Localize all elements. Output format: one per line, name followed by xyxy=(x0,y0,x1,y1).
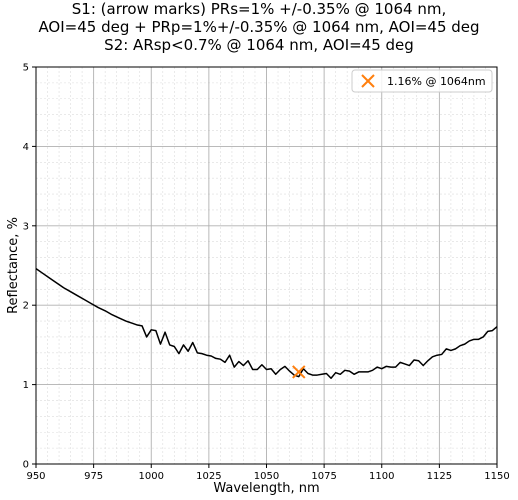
chart-title-line-1: S1: (arrow marks) PRs=1% +/-0.35% @ 1064… xyxy=(71,0,447,18)
chart-title-line-2: AOI=45 deg + PRp=1%+/-0.35% @ 1064 nm, A… xyxy=(38,18,480,36)
legend: 1.16% @ 1064nm xyxy=(351,69,493,93)
y-tick-label: 0 xyxy=(23,460,29,471)
y-tick-label: 2 xyxy=(23,301,29,312)
legend-entry-label: 1.16% @ 1064nm xyxy=(387,75,486,88)
legend-marker-x-icon xyxy=(361,74,375,88)
x-tick-label: 1025 xyxy=(196,471,221,482)
y-tick-label: 5 xyxy=(23,63,29,74)
x-tick-label: 1050 xyxy=(254,471,279,482)
x-tick-label: 1100 xyxy=(369,471,394,482)
y-tick-label: 1 xyxy=(23,380,29,391)
legend-marker-stroke xyxy=(361,74,375,88)
major-grid xyxy=(35,66,498,465)
minor-grid xyxy=(36,67,497,464)
y-axis-label: Reflectance, % xyxy=(6,217,21,314)
x-tick-label: 1000 xyxy=(139,471,164,482)
reflectance-series-line xyxy=(35,268,498,379)
x-tick-label: 950 xyxy=(26,471,45,482)
x-tick-label: 1125 xyxy=(427,471,452,482)
chart-title-line-3: S2: ARsp<0.7% @ 1064 nm, AOI=45 deg xyxy=(104,36,414,54)
y-tick-label: 4 xyxy=(23,142,29,153)
x-axis-label: Wavelength, nm xyxy=(213,481,319,496)
x-tick-label: 1150 xyxy=(484,471,509,482)
marker-x-1064nm xyxy=(292,365,306,379)
x-tick-label: 1075 xyxy=(311,471,336,482)
legend-box xyxy=(351,69,493,93)
x-tick-label: 975 xyxy=(84,471,103,482)
y-tick-label: 3 xyxy=(23,221,29,232)
marker-x-stroke xyxy=(292,365,306,379)
